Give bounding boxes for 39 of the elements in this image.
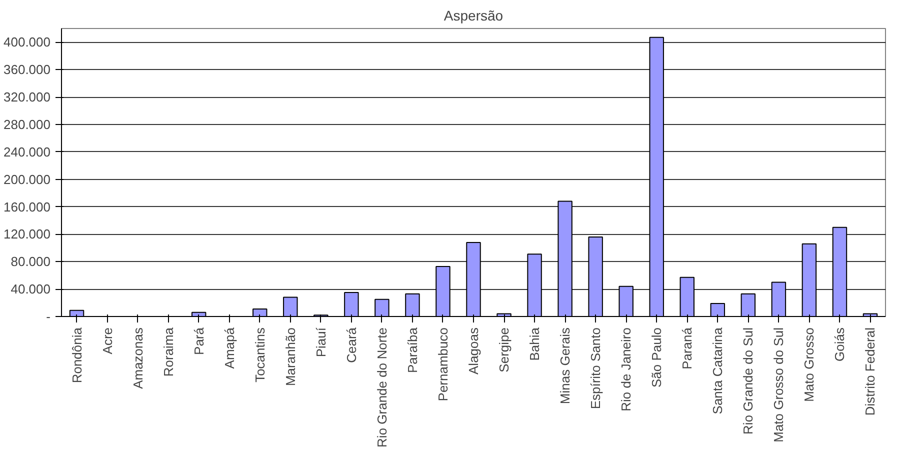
x-tick-label: Sergipe [496, 327, 512, 372]
x-tick-label: Alagoas [466, 327, 481, 374]
y-tick-label: 280.000 [4, 117, 51, 132]
x-tick-label: Bahia [527, 326, 542, 361]
x-tick-label: Goiás [832, 327, 848, 362]
x-tick-label: Mato Grosso do Sul [771, 327, 786, 442]
x-tick-label: Pará [191, 326, 206, 355]
x-tick-label: Mato Grosso [802, 327, 817, 402]
y-tick-label: 240.000 [4, 144, 51, 160]
x-tick-label: Acre [100, 327, 115, 354]
y-tick-label: - [46, 309, 51, 324]
x-tick-label: Distrito Federal [862, 327, 878, 416]
x-tick-label: Paraíba [404, 326, 420, 374]
y-tick-label: 40.000 [10, 282, 51, 297]
y-tick-label: 120.000 [4, 226, 51, 242]
x-tick-label: Paraná [680, 326, 695, 370]
x-tick-label: Piauí [313, 327, 328, 358]
x-tick-label: Amapá [222, 326, 237, 369]
chart-title: Aspersão [444, 8, 504, 24]
x-tick-label: Rio Grande do Sul [740, 327, 756, 434]
y-tick-label: 200.000 [4, 172, 51, 187]
x-tick-label: Rio Grande do Norte [374, 328, 390, 448]
x-tick-label: São Paulo [649, 327, 664, 388]
x-tick-label: Pernambuco [435, 327, 450, 402]
x-tick-label: Maranhão [282, 327, 298, 386]
y-tick-label: 360.000 [4, 62, 51, 78]
x-tick-label: Minas Gerais [558, 327, 573, 404]
x-tick-label: Santa Catarina [710, 326, 726, 414]
x-tick-label: Tocantins [252, 327, 268, 382]
x-tick-label: Espírito Santo [588, 328, 604, 410]
x-tick-label: Ceará [344, 326, 359, 363]
y-tick-label: 400.000 [4, 34, 51, 50]
x-tick-label: Roraima [160, 326, 176, 377]
x-tick-label: Rondônia [69, 326, 84, 384]
x-tick-label: Amazonas [130, 327, 146, 389]
y-tick-label: 320.000 [4, 90, 51, 105]
x-tick-label: Rio de Janeiro [618, 328, 634, 412]
y-tick-label: 160.000 [4, 199, 51, 214]
y-tick-label: 80.000 [10, 254, 51, 270]
